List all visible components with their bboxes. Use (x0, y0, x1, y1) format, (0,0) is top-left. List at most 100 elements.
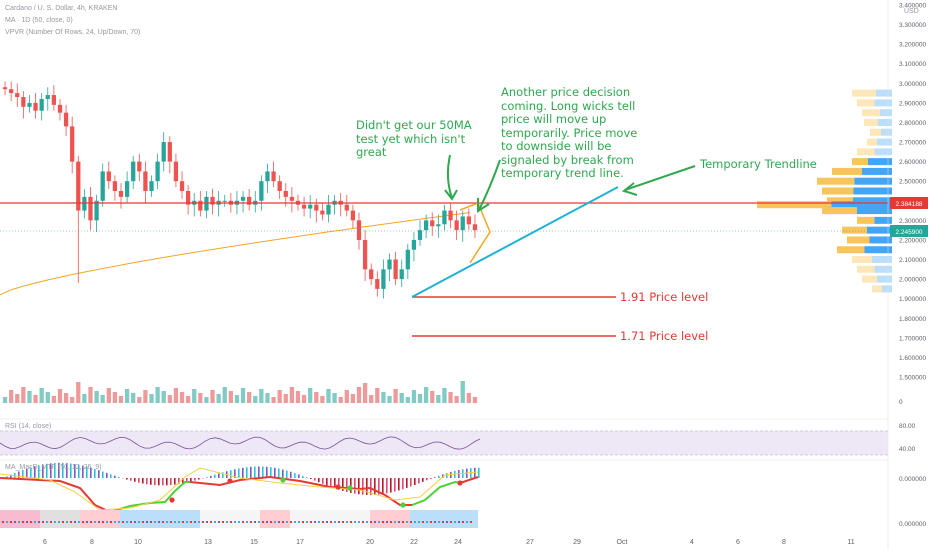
volume-bar (314, 392, 319, 403)
mtf-tick (246, 521, 248, 523)
candle-body (375, 279, 380, 289)
macd-bar (314, 478, 316, 481)
mtf-tick (470, 521, 472, 523)
candle-body (149, 181, 154, 191)
rsi-line (0, 436, 481, 450)
time-tick: 8 (90, 539, 94, 546)
mtf-tick (382, 521, 384, 523)
volume-bar (137, 397, 142, 403)
price-tick: 2.100000 (899, 257, 926, 264)
note-temporary-trendline: Temporary Trendline (700, 157, 817, 171)
macd-bar (74, 464, 76, 478)
candle-body (460, 216, 465, 231)
macd-bar (162, 478, 164, 486)
mtf-tick (462, 521, 464, 523)
mtf-tick (94, 521, 96, 523)
candle-body (277, 181, 282, 191)
mtf-tick (406, 521, 408, 523)
mtf-tick (66, 521, 68, 523)
vp-row-down (822, 207, 857, 215)
volume-bar (265, 393, 270, 403)
candle-body (283, 191, 288, 197)
volume-bar (70, 397, 75, 403)
candle-body (265, 171, 270, 182)
volume-bar (88, 387, 93, 403)
macd-bar (134, 478, 136, 482)
time-tick: 27 (526, 539, 534, 546)
volume-bar (253, 396, 258, 403)
temporary-trendline (411, 186, 619, 298)
volume-bar (63, 393, 69, 403)
volume-bar (326, 389, 331, 403)
candle-body (15, 93, 20, 98)
mtf-tick (158, 521, 160, 523)
volume-bar (27, 391, 32, 403)
macd-bar (286, 470, 288, 478)
candle-body (21, 97, 26, 107)
macd-bar (114, 475, 116, 478)
macd-bar (258, 466, 260, 478)
candle-body (308, 204, 313, 209)
candle-body (179, 181, 185, 191)
volume-bar (192, 389, 197, 403)
vp-row-down (867, 138, 877, 146)
svg-text:2.245900: 2.245900 (895, 229, 922, 236)
vp-row-up (874, 99, 892, 107)
macd-dot (400, 502, 406, 508)
mtf-tick (82, 521, 84, 523)
macd-bar (306, 477, 308, 478)
mtf-tick (286, 521, 288, 523)
macd-bar (58, 462, 60, 478)
mtf-tick (274, 521, 276, 523)
mtf-tick (454, 521, 456, 523)
volume-bar (393, 389, 398, 403)
macd-bar (10, 474, 12, 478)
macd-bar (354, 478, 356, 494)
volume-bar (320, 396, 325, 403)
mtf-tick (186, 521, 188, 523)
macd-bar (30, 467, 32, 478)
price-tick: 1.700000 (899, 335, 926, 342)
time-tick: 20 (366, 539, 374, 546)
candle-body (411, 239, 417, 250)
volume-bar (173, 388, 179, 403)
macd-bar (194, 478, 196, 481)
mtf-tick (374, 521, 376, 523)
volume-bar (277, 390, 282, 403)
price-tick: 3.100000 (899, 61, 926, 68)
macd-bar (82, 465, 84, 478)
volume-bar (9, 390, 14, 403)
volume-bar (271, 397, 276, 403)
macd-bar (378, 478, 380, 495)
vp-row-down (847, 236, 870, 244)
mtf-segment (370, 510, 410, 528)
candle-body (405, 249, 410, 270)
volume-bar (399, 393, 404, 403)
macd-bar (382, 478, 384, 495)
candlestick-series (2, 81, 478, 299)
mtf-tick (2, 521, 4, 523)
macd-bar (290, 471, 292, 478)
volume-bar (460, 381, 465, 403)
candle-body (362, 239, 368, 270)
mtf-tick (310, 521, 312, 523)
macd-bar (410, 478, 412, 487)
volume-bar (210, 390, 215, 403)
vp-row-up (882, 285, 892, 293)
mtf-tick (30, 521, 32, 523)
macd-bar (342, 478, 344, 491)
mtf-tick (434, 521, 436, 523)
vp-row-up (877, 275, 892, 283)
mtf-tick (278, 521, 280, 523)
macd-bar (38, 465, 40, 478)
vp-row-up (874, 148, 892, 156)
mtf-tick (130, 521, 132, 523)
vp-row-up (881, 128, 892, 136)
candle-body (155, 161, 160, 182)
macd-bar (90, 467, 92, 478)
volume-bar (100, 395, 105, 403)
volume-bar (472, 397, 478, 403)
volume-bar (131, 393, 136, 403)
mtf-tick (174, 521, 176, 523)
